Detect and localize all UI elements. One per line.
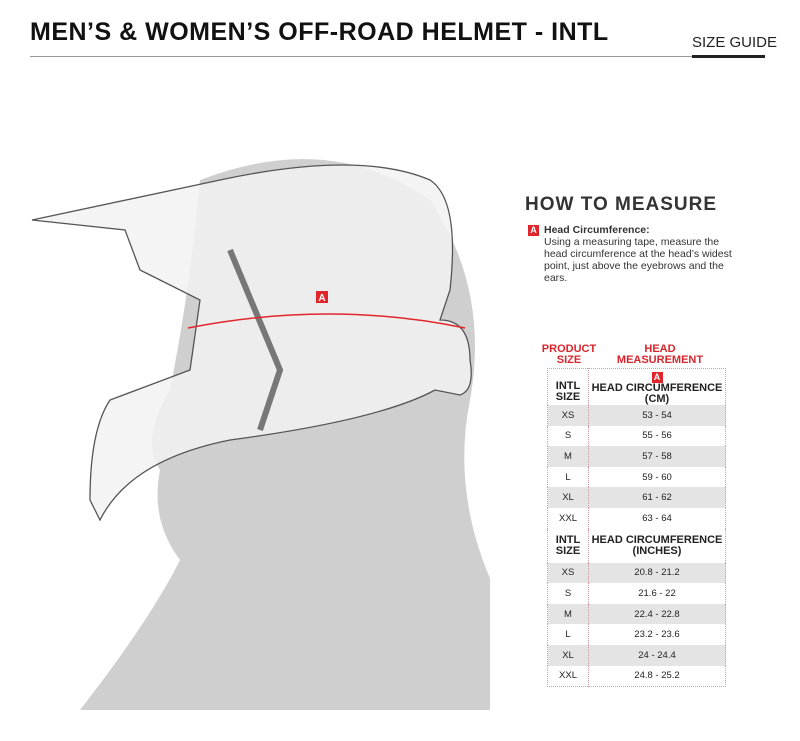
size-cell: XXL (547, 665, 589, 687)
size-cell: XL (547, 487, 589, 508)
size-cell: XL (547, 644, 589, 666)
table-row: XXL 24.8 - 25.2 (547, 665, 726, 687)
table-section-header: INTL SIZE A HEAD CIRCUMFERENCE (CM) (547, 368, 726, 405)
size-cell: M (547, 446, 589, 467)
measurement-cell: 55 - 56 (642, 430, 672, 442)
helmet-vent-detail (227, 248, 284, 431)
instruction-label: Head Circumference: (544, 224, 650, 236)
size-cell: XS (547, 562, 589, 584)
helmet-outline (31, 164, 472, 522)
table-row: L 23.2 - 23.6 (547, 624, 726, 645)
size-cell: L (547, 624, 589, 645)
table-row: XS 53 - 54 (547, 405, 726, 426)
table-row: M 22.4 - 22.8 (547, 603, 726, 625)
measurement-cell: 53 - 54 (588, 405, 726, 426)
marker-a-label: A (318, 293, 325, 304)
marker-a (316, 291, 328, 303)
unit-label: HEAD CIRCUMFERENCE (CM) (591, 381, 723, 405)
size-cell: L (547, 466, 589, 488)
head-circumference-instruction: A Head Circumference: Using a measuring t… (528, 224, 744, 284)
measurement-cell: 21.6 - 22 (638, 587, 676, 599)
measurement-cell: 59 - 60 (642, 471, 672, 483)
measurement-cell: 24.8 - 25.2 (634, 670, 680, 682)
table-row: S 55 - 56 (547, 425, 726, 447)
table-row: XXL 63 - 64 (547, 507, 726, 529)
size-table: INTL SIZE A HEAD CIRCUMFERENCE (CM) XS 53 -… (547, 368, 726, 688)
size-col-label: INTL SIZE (547, 528, 589, 563)
page-title: MEN’S & WOMEN’S OFF-ROAD HELMET - INTL (30, 18, 609, 46)
instruction-text: Using a measuring tape, measure the head… (544, 236, 732, 284)
measurement-cell: 22.4 - 22.8 (588, 603, 726, 625)
size-cell: S (547, 583, 589, 604)
product-size-header: PRODUCT SIZE (541, 343, 597, 366)
size-cell: M (547, 603, 589, 625)
table-row: XS 20.8 - 21.2 (547, 562, 726, 584)
unit-label: HEAD CIRCUMFERENCE (INCHES) (591, 533, 723, 557)
size-guide-underline (692, 55, 765, 58)
table-row: XL 24 - 24.4 (547, 644, 726, 666)
divider (30, 56, 765, 57)
table-section-header: INTL SIZE HEAD CIRCUMFERENCE (INCHES) (547, 528, 726, 563)
measurement-cell: 23.2 - 23.6 (634, 629, 680, 641)
measurement-line (187, 313, 466, 329)
helmet-illustration: A (31, 159, 490, 710)
measurement-cell: 57 - 58 (588, 446, 726, 467)
marker-a-badge: A (528, 225, 539, 236)
table-row: S 21.6 - 22 (547, 583, 726, 604)
table-row: XL 61 - 62 (547, 487, 726, 508)
measurement-cell: 61 - 62 (588, 487, 726, 508)
size-cell: S (547, 425, 589, 447)
marker-a-badge: A (651, 371, 663, 383)
how-to-measure-title: HOW TO MEASURE (525, 194, 718, 215)
table-row: M 57 - 58 (547, 446, 726, 467)
measurement-cell: 20.8 - 21.2 (588, 562, 726, 584)
measurement-cell: 24 - 24.4 (588, 644, 726, 666)
size-guide-label: SIZE GUIDE (692, 34, 778, 51)
size-cell: XS (547, 405, 589, 426)
size-col-label: INTL SIZE (547, 368, 589, 405)
table-row: L 59 - 60 (547, 466, 726, 488)
head-measurement-header: HEAD MEASUREMENT (616, 343, 704, 366)
size-cell: XXL (547, 507, 589, 529)
measurement-cell: 63 - 64 (642, 512, 672, 524)
